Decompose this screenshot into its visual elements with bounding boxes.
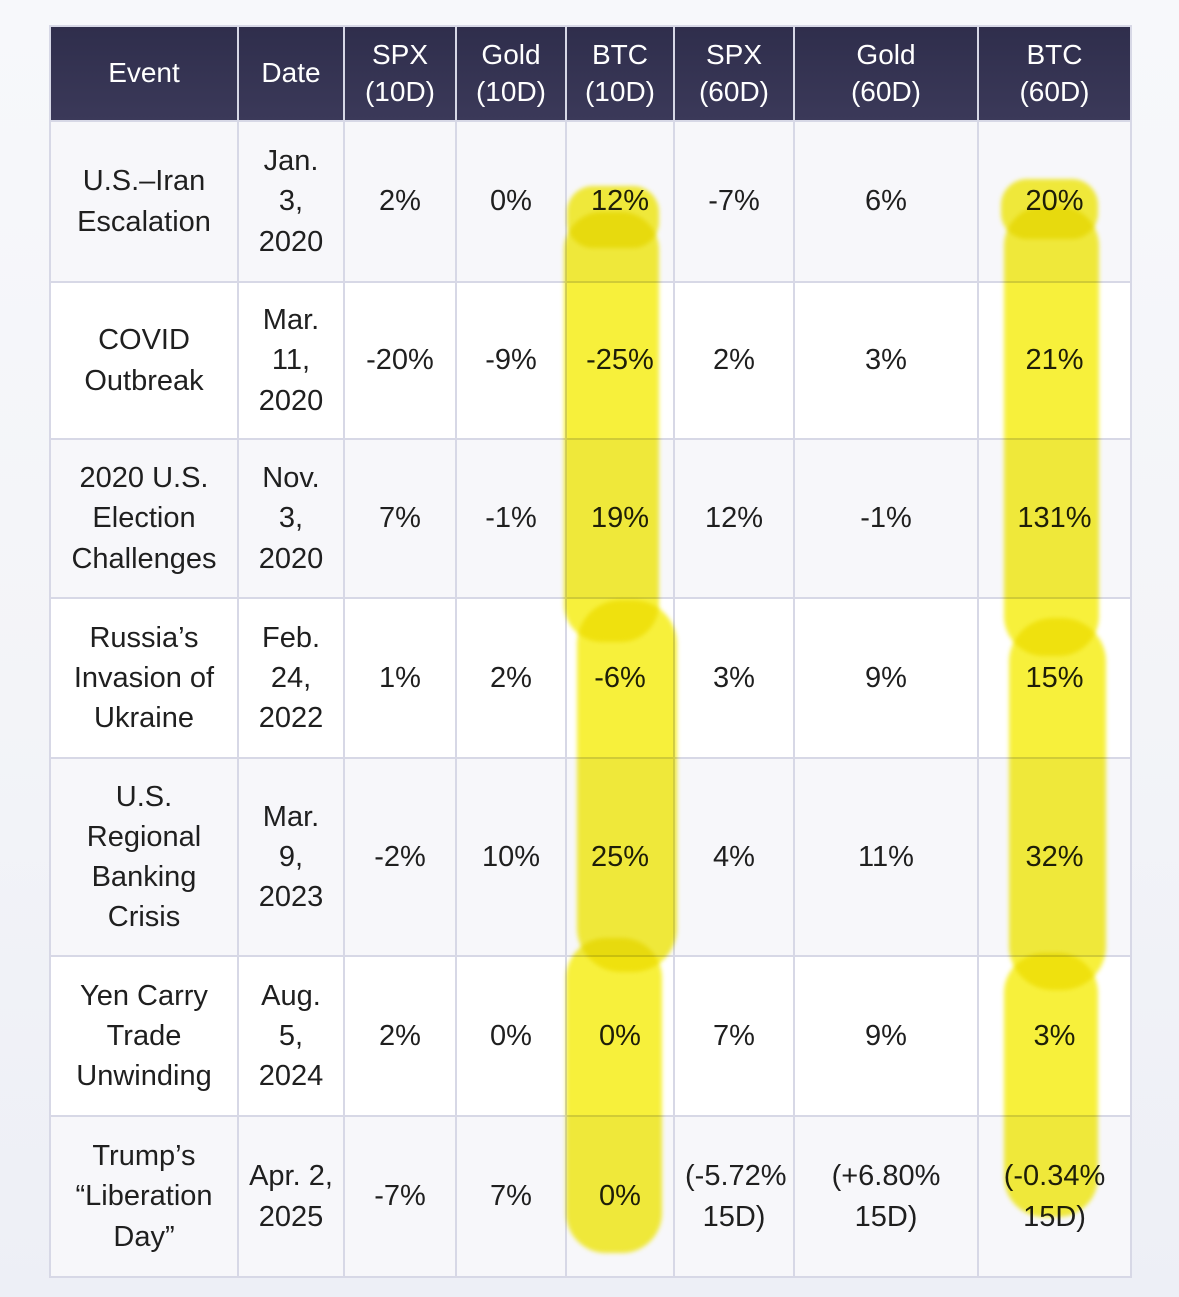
cell-spx-60d: 3% xyxy=(673,597,795,759)
cell-gold-10d: 0% xyxy=(455,955,567,1117)
cell-gold-60d: -1% xyxy=(793,438,979,599)
cell-btc-10d: 19% xyxy=(565,438,675,599)
cell-date: Aug. 5, 2024 xyxy=(237,955,345,1117)
table-row: Yen Carry Trade Unwinding Aug. 5, 2024 2% 0… xyxy=(49,955,1132,1117)
table-row: 2020 U.S. Election Challenges Nov. 3, 202… xyxy=(49,438,1132,599)
cell-btc-60d: 131% xyxy=(977,438,1132,599)
cell-date: Mar. 11, 2020 xyxy=(237,281,345,440)
cell-btc-10d: -6% xyxy=(565,597,675,759)
column-header-spx-60d: SPX (60D) xyxy=(673,25,795,122)
table-row: Russia’s Invasion of Ukraine Feb. 24, 202… xyxy=(49,597,1132,759)
cell-date: Nov. 3, 2020 xyxy=(237,438,345,599)
cell-gold-60d: 9% xyxy=(793,955,979,1117)
cell-btc-10d: 12% xyxy=(565,120,675,283)
table-row: U.S. Regional Banking Crisis Mar. 9, 2023… xyxy=(49,757,1132,957)
cell-gold-10d: 2% xyxy=(455,597,567,759)
column-header-btc-10d: BTC (10D) xyxy=(565,25,675,122)
table-row: COVID Outbreak Mar. 11, 2020 -20% -9% -25% 2%… xyxy=(49,281,1132,440)
table-row: Trump’s “Liberation Day” Apr. 2, 2025 -7% 7… xyxy=(49,1115,1132,1278)
cell-event: COVID Outbreak xyxy=(49,281,239,440)
cell-btc-60d: 3% xyxy=(977,955,1132,1117)
column-header-event: Event xyxy=(49,25,239,122)
column-header-date: Date xyxy=(237,25,345,122)
cell-gold-10d: 0% xyxy=(455,120,567,283)
cell-event: 2020 U.S. Election Challenges xyxy=(49,438,239,599)
column-header-spx-10d: SPX (10D) xyxy=(343,25,457,122)
cell-spx-60d: 2% xyxy=(673,281,795,440)
cell-spx-60d: 7% xyxy=(673,955,795,1117)
cell-btc-60d: 15% xyxy=(977,597,1132,759)
table-body: U.S.–Iran Escalation Jan. 3, 2020 2% 0% 12% -… xyxy=(49,120,1132,1278)
cell-btc-10d: 0% xyxy=(565,955,675,1117)
cell-btc-60d: (-0.34% 15D) xyxy=(977,1115,1132,1278)
cell-gold-60d: (+6.80% 15D) xyxy=(793,1115,979,1278)
cell-gold-60d: 11% xyxy=(793,757,979,957)
cell-spx-10d: -20% xyxy=(343,281,457,440)
cell-gold-60d: 9% xyxy=(793,597,979,759)
cell-event: Russia’s Invasion of Ukraine xyxy=(49,597,239,759)
cell-spx-60d: 12% xyxy=(673,438,795,599)
cell-spx-10d: 7% xyxy=(343,438,457,599)
column-header-btc-60d: BTC (60D) xyxy=(977,25,1132,122)
column-header-gold-60d: Gold (60D) xyxy=(793,25,979,122)
cell-event: U.S.–Iran Escalation xyxy=(49,120,239,283)
cell-spx-60d: (-5.72% 15D) xyxy=(673,1115,795,1278)
cell-spx-10d: -2% xyxy=(343,757,457,957)
cell-btc-60d: 32% xyxy=(977,757,1132,957)
cell-date: Jan. 3, 2020 xyxy=(237,120,345,283)
cell-spx-60d: -7% xyxy=(673,120,795,283)
cell-btc-60d: 21% xyxy=(977,281,1132,440)
cell-btc-10d: 25% xyxy=(565,757,675,957)
cell-gold-10d: -1% xyxy=(455,438,567,599)
table-row: U.S.–Iran Escalation Jan. 3, 2020 2% 0% 12% -… xyxy=(49,120,1132,283)
cell-date: Apr. 2, 2025 xyxy=(237,1115,345,1278)
cell-gold-10d: -9% xyxy=(455,281,567,440)
cell-gold-60d: 3% xyxy=(793,281,979,440)
cell-gold-60d: 6% xyxy=(793,120,979,283)
cell-event: Trump’s “Liberation Day” xyxy=(49,1115,239,1278)
cell-event: Yen Carry Trade Unwinding xyxy=(49,955,239,1117)
cell-btc-10d: -25% xyxy=(565,281,675,440)
cell-spx-10d: 2% xyxy=(343,955,457,1117)
cell-gold-10d: 10% xyxy=(455,757,567,957)
cell-spx-10d: -7% xyxy=(343,1115,457,1278)
cell-date: Feb. 24, 2022 xyxy=(237,597,345,759)
events-table: Event Date SPX (10D) Gold (10D) BTC (10D) SPX… xyxy=(49,25,1132,1278)
cell-spx-10d: 1% xyxy=(343,597,457,759)
cell-spx-10d: 2% xyxy=(343,120,457,283)
cell-btc-10d: 0% xyxy=(565,1115,675,1278)
cell-gold-10d: 7% xyxy=(455,1115,567,1278)
column-header-gold-10d: Gold (10D) xyxy=(455,25,567,122)
header-row: Event Date SPX (10D) Gold (10D) BTC (10D) SPX… xyxy=(49,25,1132,122)
cell-btc-60d: 20% xyxy=(977,120,1132,283)
cell-date: Mar. 9, 2023 xyxy=(237,757,345,957)
cell-spx-60d: 4% xyxy=(673,757,795,957)
cell-event: U.S. Regional Banking Crisis xyxy=(49,757,239,957)
